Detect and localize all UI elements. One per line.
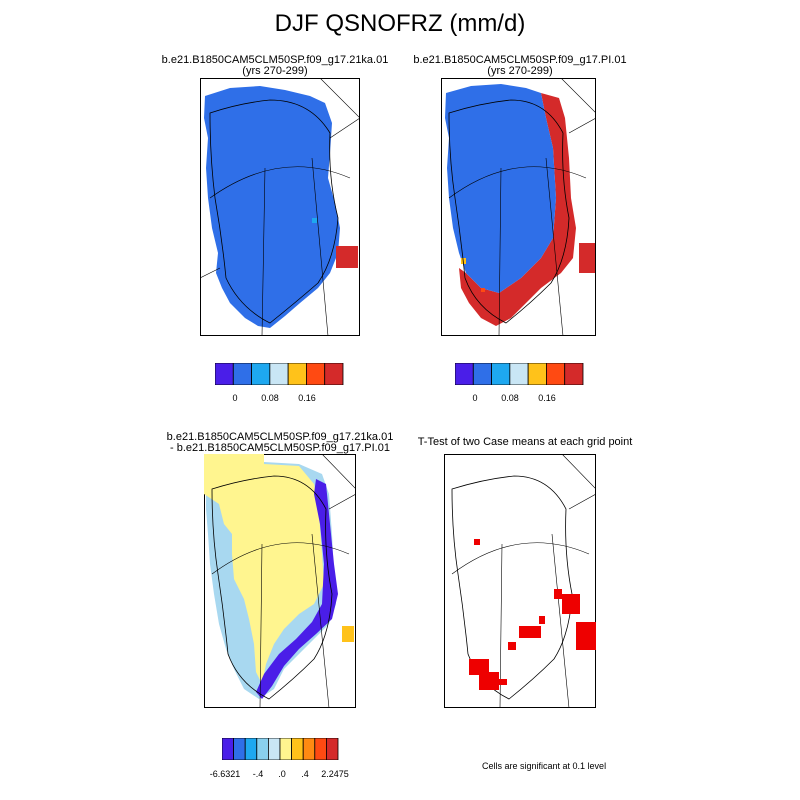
significant-cell (499, 679, 507, 685)
significant-cell (474, 539, 480, 545)
purple-edge-region (256, 479, 338, 699)
colorbar-swatch (291, 738, 304, 760)
latitude-line (211, 542, 350, 575)
latitude-line (451, 542, 590, 575)
significant-cell (562, 594, 580, 614)
colorbar-label: .4 (301, 769, 309, 779)
map-panel-ttest (444, 454, 596, 708)
map-panel-case1 (200, 78, 360, 336)
significant-cell (539, 616, 545, 624)
colorbar-label: -6.6321 (209, 769, 241, 779)
coastline (451, 475, 573, 700)
significant-cell (576, 622, 596, 650)
coastline (209, 99, 339, 324)
colorbar-label: 0.16 (538, 393, 556, 403)
significant-cells (469, 539, 596, 690)
red-rim-region (459, 93, 576, 326)
coastline (211, 475, 333, 700)
panel-title-line1: T-Test of two Case means at each grid po… (417, 436, 633, 448)
latitude-line (209, 166, 351, 199)
graticule-lines (200, 78, 360, 336)
colorbar-swatch (269, 363, 289, 385)
colorbar-swatch (244, 738, 258, 760)
coastline (448, 99, 570, 324)
colorbar-swatch (455, 363, 474, 385)
panel-title-case2: b.e21.B1850CAM5CLM50SP.f09_g17.PI.01 (yr… (395, 55, 645, 77)
panel-title-case1: b.e21.B1850CAM5CLM50SP.f09_g17.21ka.01 (… (150, 55, 400, 77)
mid-value-patch (481, 288, 485, 292)
colorbar-swatch (324, 363, 344, 385)
map-frame (444, 454, 596, 708)
colorbar-swatch (215, 363, 234, 385)
colorbar-label: 0.16 (298, 393, 316, 403)
map-frame (200, 78, 360, 336)
significant-cell (479, 672, 499, 690)
panel-title-line2: - b.e21.B1850CAM5CLM50SP.f09_g17.PI.01 (170, 442, 390, 454)
map-frame (441, 78, 596, 336)
significant-cell (519, 626, 541, 638)
map-panel-case2 (441, 78, 596, 336)
panel-title-line2: (yrs 270-299) (487, 65, 553, 77)
colorbar-swatch (302, 738, 316, 760)
latitude-line (448, 166, 587, 199)
colorbar-case2 (455, 363, 584, 385)
significant-cell (554, 589, 562, 599)
colorbar-swatch (222, 738, 235, 760)
significance-note: Cells are significant at 0.1 level (482, 761, 607, 771)
colorbar-swatch (472, 363, 492, 385)
colorbar-swatch (509, 363, 529, 385)
high-value-patch (579, 243, 595, 273)
colorbar-swatch (287, 363, 307, 385)
significant-cell (508, 642, 516, 650)
colorbar-swatch (314, 738, 327, 760)
panel-title-ttest: T-Test of two Case means at each grid po… (400, 437, 650, 448)
colorbar-swatch (527, 363, 547, 385)
colorbar-label: 2.2475 (321, 769, 349, 779)
panel-title-line2: (yrs 270-299) (242, 65, 308, 77)
panel-title-diff: b.e21.B1850CAM5CLM50SP.f09_g17.21ka.01 -… (150, 432, 410, 454)
yellow-region (204, 454, 324, 684)
colorbar-swatch (306, 363, 326, 385)
graticule-lines (498, 78, 596, 336)
colorbar-swatch (279, 738, 293, 760)
map-frame (204, 454, 356, 708)
significant-cell (469, 659, 489, 675)
mid-value-patch (312, 218, 317, 223)
colorbar-swatch (232, 363, 252, 385)
colorbar-label: .0 (278, 769, 286, 779)
mid-value-patch (342, 626, 354, 642)
panel-title-line1: b.e21.B1850CAM5CLM50SP.f09_g17.PI.01 (413, 54, 627, 66)
colorbar-label: 0.08 (261, 393, 279, 403)
map-panel-diff (204, 454, 356, 708)
high-value-patch (336, 246, 358, 268)
colorbar-swatch (251, 363, 271, 385)
colorbar-case1 (215, 363, 344, 385)
colorbar-label: 0.08 (501, 393, 519, 403)
graticule-lines (259, 454, 356, 708)
panel-title-line1: b.e21.B1850CAM5CLM50SP.f09_g17.21ka.01 (166, 431, 394, 443)
colorbar-swatch (546, 363, 566, 385)
colorbar-swatch (268, 738, 281, 760)
colorbar-diff (222, 738, 339, 760)
colorbar-swatch (491, 363, 511, 385)
colorbar-label: -.4 (252, 769, 264, 779)
colorbar-label: 0 (232, 393, 238, 403)
colorbar-swatch (233, 738, 246, 760)
colorbar-label: 0 (472, 393, 478, 403)
ice-sheet-region (204, 86, 340, 328)
graticule-lines (499, 454, 596, 708)
colorbar-swatch (564, 363, 584, 385)
panel-title-line1: b.e21.B1850CAM5CLM50SP.f09_g17.21ka.01 (161, 54, 389, 66)
figure-title: DJF QSNOFRZ (mm/d) (274, 10, 526, 37)
colorbar-swatch (256, 738, 269, 760)
colorbar-swatch (326, 738, 339, 760)
